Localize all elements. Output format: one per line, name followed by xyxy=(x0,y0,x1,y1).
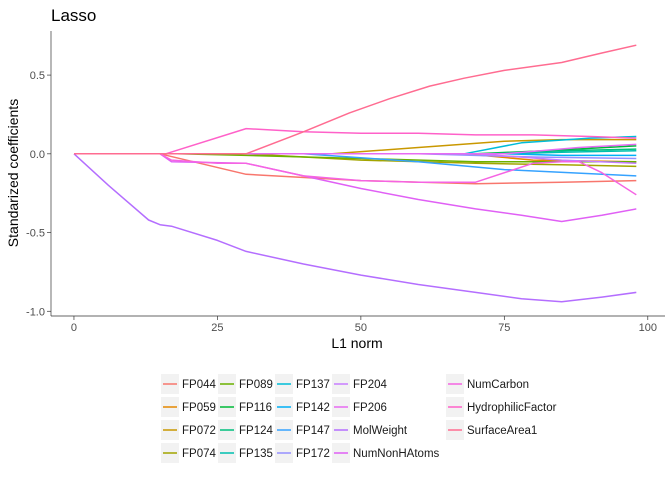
legend-label: NumCarbon xyxy=(467,379,529,391)
x-tick-label: 0 xyxy=(71,322,77,334)
legend-label: MolWeight xyxy=(353,425,408,437)
series-line-numnonhatoms xyxy=(74,153,637,223)
legend-label: FP072 xyxy=(182,425,216,437)
legend-label: FP137 xyxy=(296,379,330,391)
legend-label: FP116 xyxy=(239,402,272,414)
legend-label: FP059 xyxy=(182,402,216,414)
series-line-hydrophilicfactor xyxy=(74,127,637,155)
legend-label: HydrophilicFactor xyxy=(467,402,557,414)
chart-title: Lasso xyxy=(51,6,96,25)
y-axis-title: Standarized coefficients xyxy=(5,99,21,247)
series-line-surfacearea1 xyxy=(74,44,637,155)
axes: 0 25 50 75 100 0.5 0.0 -0.5 -1.0 xyxy=(26,31,665,334)
legend: FP044 FP059 FP072 FP074 FP089 FP116 FP124 FP135… xyxy=(161,374,557,463)
legend-label: SurfaceArea1 xyxy=(467,425,537,437)
legend-label: FP206 xyxy=(353,402,387,414)
legend-label: FP089 xyxy=(239,379,273,391)
legend-label: FP044 xyxy=(182,379,216,391)
x-axis-title: L1 norm xyxy=(331,335,382,351)
legend-label: FP204 xyxy=(353,379,387,391)
legend-label: NumNonHAtoms xyxy=(353,448,440,460)
x-tick-label: 75 xyxy=(498,322,510,334)
y-tick-label: -1.0 xyxy=(26,306,45,318)
y-tick-label: -0.5 xyxy=(26,228,45,240)
series-line-numcarbon xyxy=(74,153,637,196)
y-tick-label: 0.5 xyxy=(30,70,45,82)
legend-label: FP172 xyxy=(296,448,330,460)
legend-label: FP074 xyxy=(182,448,216,460)
legend-label: FP147 xyxy=(296,425,330,437)
legend-label: FP135 xyxy=(239,448,273,460)
legend-label: FP124 xyxy=(239,425,273,437)
y-tick-label: 0.0 xyxy=(30,149,45,161)
x-tick-label: 50 xyxy=(355,322,367,334)
series-line-fp206 xyxy=(74,143,637,155)
series-line-molweight xyxy=(73,153,637,303)
x-tick-label: 25 xyxy=(211,322,223,334)
plot-lines xyxy=(73,44,637,303)
x-tick-label: 100 xyxy=(639,322,657,334)
legend-label: FP142 xyxy=(296,402,330,414)
